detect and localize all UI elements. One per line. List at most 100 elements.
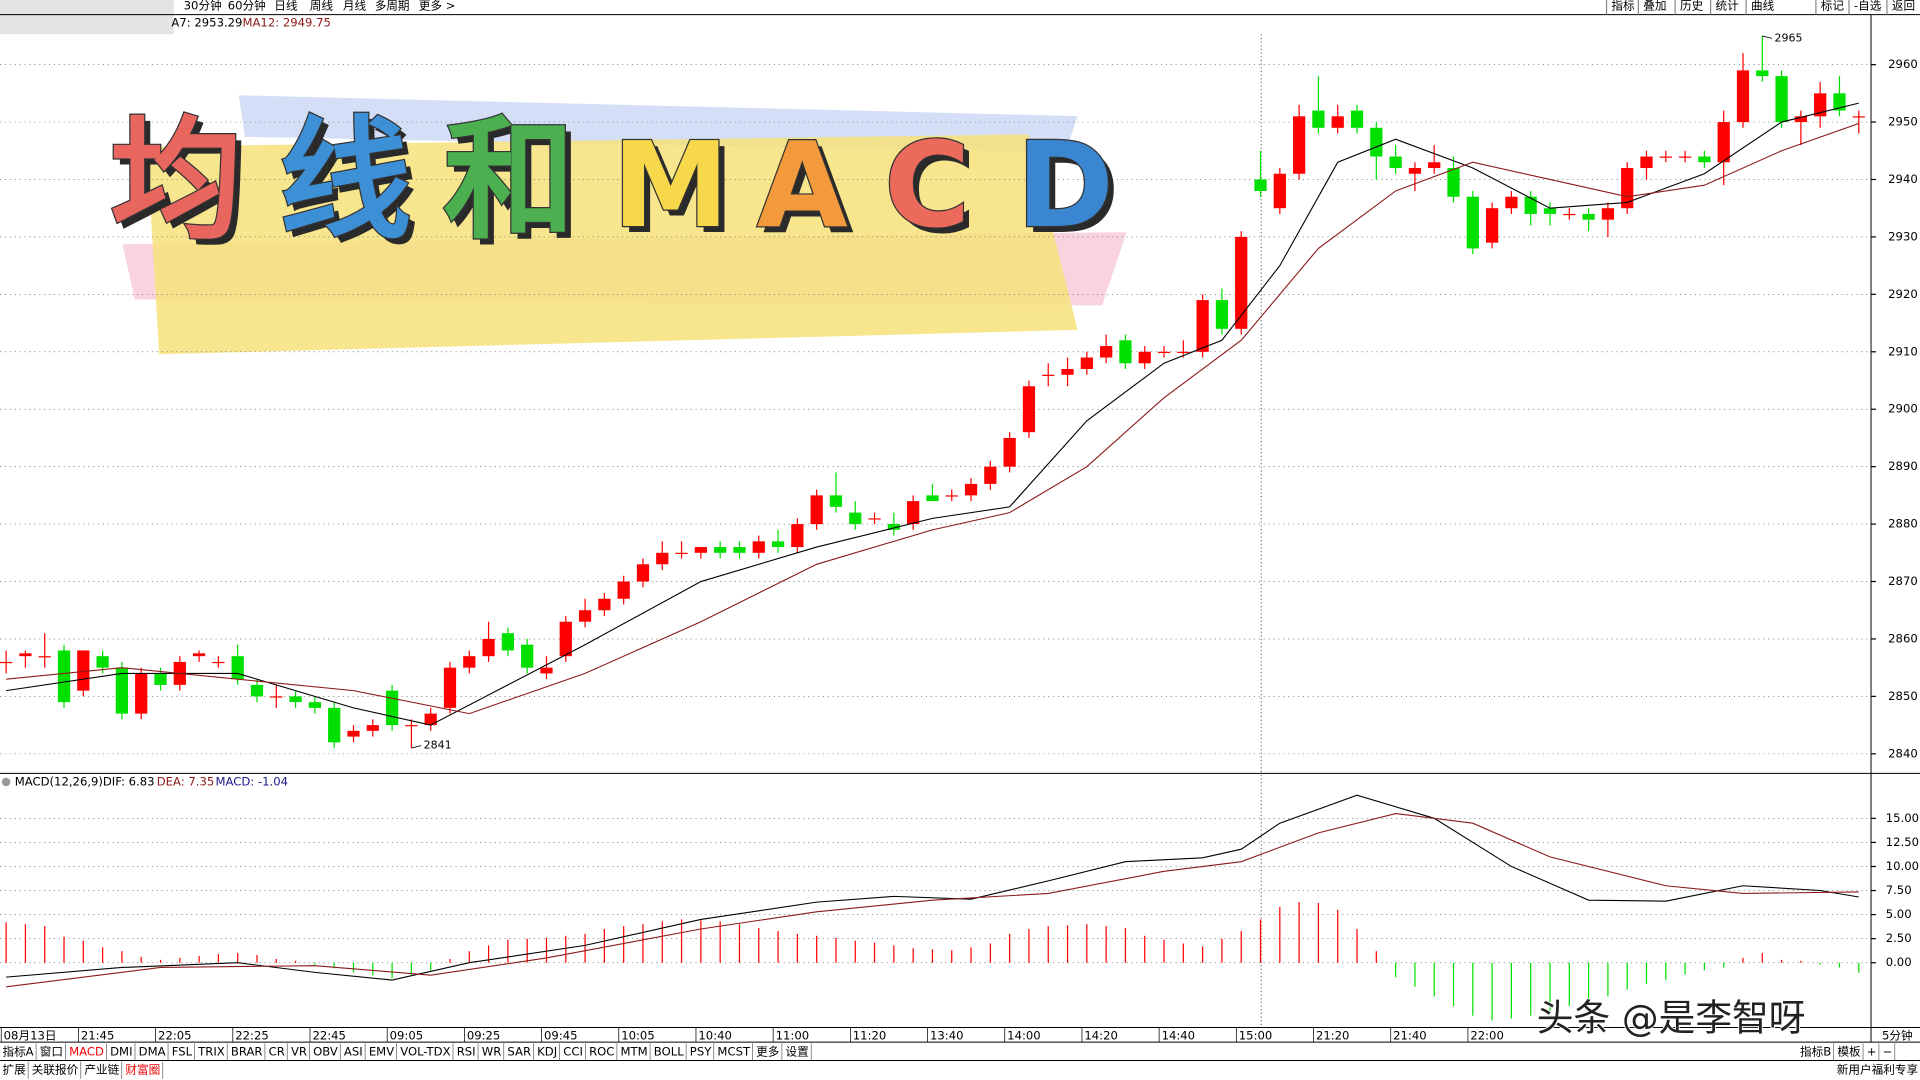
toolbar-button[interactable]: 历史 — [1680, 0, 1704, 13]
tab[interactable]: 指标B — [1800, 1044, 1831, 1058]
tab[interactable]: BRAR — [231, 1044, 263, 1058]
tab[interactable]: DMI — [110, 1044, 132, 1058]
x-tick-label: 09:25 — [467, 1029, 501, 1043]
tab[interactable]: RSI — [457, 1044, 476, 1058]
candle-body — [1370, 127, 1383, 157]
candle-body — [926, 495, 939, 502]
tab[interactable]: − — [1883, 1044, 1893, 1058]
toolbar-button[interactable]: 日线 — [274, 0, 298, 13]
toolbar-button[interactable]: 标记 — [1821, 0, 1845, 13]
y-tick-label: 2920 — [1888, 287, 1918, 301]
tab[interactable]: MCST — [717, 1044, 751, 1058]
tab[interactable]: 关联报价 — [32, 1063, 79, 1077]
candle-body — [231, 656, 244, 680]
candle-body — [1350, 110, 1364, 128]
candle-body — [675, 552, 688, 555]
x-tick-label: 13:40 — [930, 1029, 964, 1043]
x-tick-label: 21:45 — [81, 1029, 115, 1043]
candle-body — [1485, 208, 1499, 243]
title-shadow: 和 — [449, 110, 581, 264]
tab[interactable]: MTM — [621, 1044, 648, 1058]
candle-body — [1640, 156, 1653, 169]
candle-body — [540, 667, 553, 674]
tab[interactable]: 指标A — [2, 1044, 33, 1058]
tab[interactable]: SAR — [507, 1044, 531, 1058]
candle-body — [328, 707, 341, 743]
x-tick-label: 09:45 — [544, 1029, 578, 1043]
period-label[interactable]: 5分钟 — [1882, 1029, 1913, 1043]
tab[interactable]: CR — [269, 1044, 285, 1058]
candle-body — [424, 713, 437, 726]
toolbar-button[interactable]: 周线 — [310, 0, 334, 13]
candle-body — [96, 656, 109, 668]
tab[interactable]: CCI — [563, 1044, 583, 1058]
title-char: 和 — [443, 104, 575, 258]
candle-body — [270, 696, 283, 698]
y-tick-label: 2880 — [1888, 517, 1918, 531]
candle-body — [771, 541, 785, 548]
tab[interactable]: MACD — [69, 1044, 104, 1058]
toolbar-button[interactable]: 60分钟 — [228, 0, 266, 13]
tab[interactable]: 更多 — [756, 1044, 779, 1058]
tab[interactable]: VOL-TDX — [400, 1044, 450, 1058]
candle-body — [1543, 208, 1557, 214]
toolbar-button[interactable]: 更多 > — [419, 0, 456, 13]
y-tick-label: 5.00 — [1886, 907, 1912, 921]
tab[interactable]: ROC — [589, 1044, 614, 1058]
tab[interactable]: 设置 — [786, 1044, 809, 1058]
y-tick-label: 2950 — [1888, 115, 1918, 129]
tab[interactable]: FSL — [172, 1044, 193, 1058]
candle-body — [1736, 70, 1750, 123]
tab[interactable]: EMV — [369, 1044, 394, 1058]
tab[interactable]: ASI — [344, 1044, 363, 1058]
pane-icon[interactable] — [1, 777, 11, 787]
toolbar-button[interactable]: -自选 — [1854, 0, 1882, 13]
y-tick-label: 2930 — [1888, 229, 1918, 243]
candle-body — [250, 684, 264, 697]
toolbar-button[interactable]: 叠加 — [1643, 0, 1666, 13]
tab[interactable]: BOLL — [654, 1044, 684, 1058]
tab[interactable]: 窗口 — [40, 1044, 63, 1058]
candle-body — [1447, 168, 1460, 197]
candle-body — [1621, 168, 1634, 209]
tab[interactable]: 财富圈 — [125, 1063, 160, 1077]
tab[interactable]: VR — [291, 1044, 307, 1058]
toolbar-button[interactable]: 月线 — [343, 0, 367, 13]
candle-body — [1698, 156, 1711, 163]
candle-body — [115, 667, 129, 714]
candle-body — [289, 696, 302, 703]
toolbar-button[interactable]: 指标 — [1611, 0, 1635, 13]
tab[interactable]: WR — [482, 1044, 502, 1058]
toolbar-button[interactable]: 统计 — [1716, 0, 1740, 13]
toolbar-button[interactable]: 30分钟 — [184, 0, 222, 13]
candle-body — [1100, 346, 1113, 358]
annotation-label: 2841 — [424, 739, 452, 752]
tab[interactable]: KDJ — [537, 1044, 557, 1058]
toolbar-button[interactable]: 多周期 — [375, 0, 410, 13]
y-tick-label: 2.50 — [1886, 931, 1912, 945]
candle-body — [1061, 369, 1074, 375]
candle-body — [463, 656, 476, 668]
tab[interactable]: OBV — [313, 1044, 338, 1058]
ma-value: MA12: 2949.75 — [242, 16, 330, 30]
tab[interactable]: 产业链 — [84, 1063, 119, 1077]
candle-body — [636, 564, 650, 582]
tab[interactable]: 扩展 — [2, 1063, 26, 1077]
y-tick-label: 2890 — [1888, 459, 1918, 473]
tab[interactable]: 模板 — [1837, 1044, 1861, 1058]
tab[interactable]: DMA — [139, 1044, 166, 1058]
candle-body — [1466, 196, 1479, 249]
toolbar-button[interactable]: 曲线 — [1751, 0, 1775, 13]
candle-body — [1138, 351, 1151, 364]
ma-value: A7: 2953.29 — [171, 16, 242, 30]
candle-body — [1524, 196, 1537, 214]
candle-body — [1177, 351, 1190, 354]
toolbar-button[interactable]: 返回 — [1892, 0, 1915, 13]
tab[interactable]: PSY — [690, 1044, 712, 1058]
tab[interactable]: + — [1867, 1044, 1877, 1058]
title-shadow: 均 — [116, 110, 248, 264]
tab[interactable]: TRIX — [197, 1044, 225, 1058]
candle-body — [308, 702, 322, 708]
promo-text[interactable]: 新用户福利专享 — [1837, 1063, 1918, 1077]
